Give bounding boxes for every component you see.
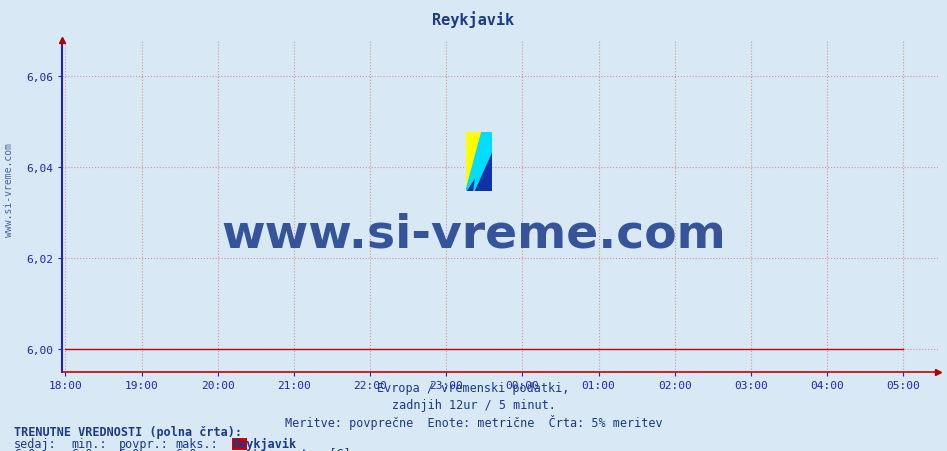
Polygon shape: [466, 133, 492, 192]
Text: www.si-vreme.com: www.si-vreme.com: [5, 143, 14, 236]
Text: 6,0: 6,0: [175, 447, 197, 451]
Text: zadnjih 12ur / 5 minut.: zadnjih 12ur / 5 minut.: [391, 398, 556, 411]
Text: min.:: min.:: [71, 437, 107, 450]
Text: sedaj:: sedaj:: [14, 437, 57, 450]
Text: www.si-vreme.com: www.si-vreme.com: [222, 212, 725, 257]
Text: povpr.:: povpr.:: [118, 437, 169, 450]
Text: temperatura[C]: temperatura[C]: [251, 447, 350, 451]
Text: 6,0: 6,0: [118, 447, 140, 451]
Text: 6,0: 6,0: [71, 447, 93, 451]
Text: maks.:: maks.:: [175, 437, 218, 450]
Text: TRENUTNE VREDNOSTI (polna črta):: TRENUTNE VREDNOSTI (polna črta):: [14, 425, 242, 438]
Polygon shape: [466, 133, 492, 192]
Text: Meritve: povprečne  Enote: metrične  Črta: 5% meritev: Meritve: povprečne Enote: metrične Črta:…: [285, 414, 662, 429]
Text: Evropa / vremenski podatki,: Evropa / vremenski podatki,: [377, 381, 570, 394]
Polygon shape: [474, 133, 492, 192]
Text: Reykjavik: Reykjavik: [433, 11, 514, 28]
Text: Reykjavik: Reykjavik: [232, 437, 296, 450]
Text: 6,0: 6,0: [14, 447, 36, 451]
Polygon shape: [466, 133, 482, 192]
